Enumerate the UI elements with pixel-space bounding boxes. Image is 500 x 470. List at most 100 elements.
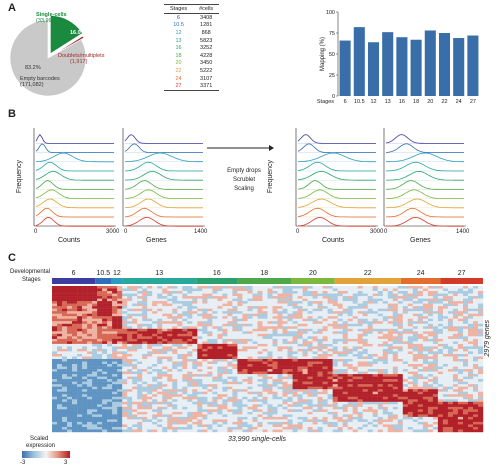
- heatmap-cell: [247, 288, 253, 292]
- heatmap-cell: [187, 406, 193, 410]
- heatmap-cell: [87, 376, 93, 380]
- heatmap-cell: [177, 333, 183, 337]
- heatmap-cell: [292, 384, 298, 387]
- heatmap-cell: [297, 386, 303, 390]
- heatmap-cell: [62, 404, 68, 408]
- heatmap-cell: [277, 359, 283, 362]
- heatmap-cell: [157, 288, 163, 292]
- heatmap-cell: [172, 341, 178, 345]
- heatmap-cell: [57, 288, 63, 292]
- heatmap-cell: [52, 374, 58, 377]
- heatmap-cell: [182, 303, 188, 307]
- heatmap-cell: [447, 391, 454, 395]
- heatmap-cell: [147, 371, 153, 375]
- heatmap-cell: [127, 414, 133, 418]
- heatmap-cell: [442, 361, 449, 365]
- heatmap-cell: [62, 296, 68, 299]
- heatmap-cell: [327, 346, 333, 350]
- heatmap-cell: [217, 359, 223, 362]
- heatmap-cell: [202, 421, 208, 425]
- heatmap-cell: [177, 356, 183, 360]
- heatmap-cell: [422, 288, 429, 292]
- heatmap-cell: [182, 356, 188, 360]
- left-genes-tick-0: 0: [124, 229, 128, 235]
- heatmap-cell: [297, 354, 303, 357]
- heatmap-cell: [97, 328, 103, 332]
- heatmap-cell: [347, 369, 353, 372]
- heatmap-cell: [152, 338, 158, 342]
- heatmap-cell: [97, 401, 103, 405]
- heatmap-cell: [162, 376, 168, 380]
- heatmap-cell: [392, 399, 399, 403]
- heatmap-cell: [67, 351, 73, 355]
- heatmap-cell: [197, 288, 203, 292]
- heatmap-cell: [247, 374, 253, 377]
- heatmap-cell: [62, 416, 68, 420]
- heatmap-cell: [182, 336, 188, 340]
- heatmap-cell: [107, 376, 113, 380]
- heatmap-cell: [437, 331, 444, 335]
- heatmap-cell: [152, 401, 158, 405]
- heatmap-cell: [352, 313, 358, 317]
- heatmap-cell: [337, 421, 343, 425]
- heatmap-cell: [167, 429, 173, 433]
- heatmap-cell: [327, 301, 333, 304]
- heatmap-cell: [337, 419, 343, 423]
- heatmap-cell: [252, 291, 258, 294]
- heatmap-cell: [52, 293, 58, 297]
- heatmap-cell: [112, 298, 118, 302]
- heatmap-cell: [417, 409, 424, 413]
- heatmap-cell: [312, 338, 318, 342]
- heatmap-cell: [122, 364, 128, 367]
- heatmap-cell: [292, 376, 298, 380]
- heatmap-cell: [232, 298, 238, 302]
- heatmap-cell: [52, 328, 58, 332]
- heatmap-cell: [432, 331, 439, 335]
- heatmap-cell: [147, 379, 153, 382]
- heatmap-cell: [412, 419, 419, 423]
- heatmap-cell: [352, 427, 358, 430]
- heatmap-cell: [212, 318, 218, 322]
- heatmap-cell: [322, 424, 328, 428]
- heatmap-cell: [122, 389, 128, 392]
- heatmap-cell: [57, 366, 63, 370]
- heatmap-cell: [227, 394, 233, 397]
- heatmap-cell: [357, 316, 363, 319]
- heatmap-cell: [167, 354, 173, 357]
- heatmap-cell: [127, 389, 133, 392]
- heatmap-cell: [162, 313, 168, 317]
- heatmap-cell: [382, 406, 389, 410]
- heatmap-cell: [177, 364, 183, 367]
- heatmap-cell: [292, 374, 298, 377]
- heatmap-cell: [192, 356, 198, 360]
- heatmap-cell: [162, 396, 168, 400]
- heatmap-cell: [332, 286, 338, 289]
- stage-label: 13: [155, 270, 163, 277]
- heatmap-cell: [372, 389, 378, 392]
- heatmap-cell: [327, 296, 333, 299]
- heatmap-cell: [272, 409, 278, 413]
- heatmap-cell: [117, 376, 123, 380]
- heatmap-cell: [452, 316, 459, 319]
- heatmap-cell: [232, 386, 238, 390]
- heatmap-cell: [282, 356, 288, 360]
- heatmap-cell: [442, 366, 449, 370]
- heatmap-cell: [347, 401, 353, 405]
- heatmap-cell: [92, 348, 98, 352]
- heatmap-cell: [382, 318, 389, 322]
- heatmap-cell: [72, 296, 78, 299]
- heatmap-cell: [72, 376, 78, 380]
- heatmap-cell: [372, 421, 378, 425]
- heatmap-cell: [77, 356, 83, 360]
- heatmap-cell: [212, 364, 218, 367]
- heatmap-cell: [392, 318, 399, 322]
- heatmap-cell: [57, 384, 63, 387]
- heatmap-cell: [322, 303, 328, 307]
- heatmap-cell: [137, 409, 143, 413]
- heatmap-cell: [237, 296, 243, 299]
- heatmap-cell: [402, 379, 409, 382]
- heatmap-cell: [272, 313, 278, 317]
- heatmap-cell: [387, 293, 394, 297]
- heatmap-cell: [202, 401, 208, 405]
- heatmap-cell: [207, 427, 213, 430]
